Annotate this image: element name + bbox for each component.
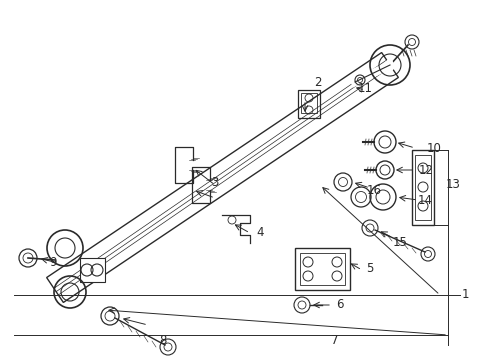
Bar	[411, 150, 433, 225]
Text: 11: 11	[357, 81, 372, 94]
Bar	[294, 248, 349, 290]
Bar	[297, 90, 319, 118]
Text: 13: 13	[445, 179, 460, 192]
Polygon shape	[80, 258, 105, 282]
Text: 2: 2	[314, 76, 321, 89]
Text: 14: 14	[417, 194, 431, 207]
Polygon shape	[46, 53, 398, 302]
Text: 9: 9	[49, 256, 57, 269]
Bar	[414, 155, 430, 220]
Text: 8: 8	[159, 333, 166, 346]
Text: 16: 16	[366, 184, 381, 198]
Text: 15: 15	[392, 237, 407, 249]
Text: 5: 5	[366, 261, 373, 274]
Text: 12: 12	[418, 163, 433, 176]
Text: 10: 10	[426, 141, 441, 154]
Bar	[301, 93, 316, 113]
Text: 6: 6	[336, 298, 343, 311]
Bar	[299, 253, 345, 285]
Text: 3: 3	[211, 176, 218, 189]
Text: 4: 4	[256, 225, 263, 238]
Text: 1: 1	[460, 288, 468, 302]
Text: 7: 7	[330, 333, 338, 346]
